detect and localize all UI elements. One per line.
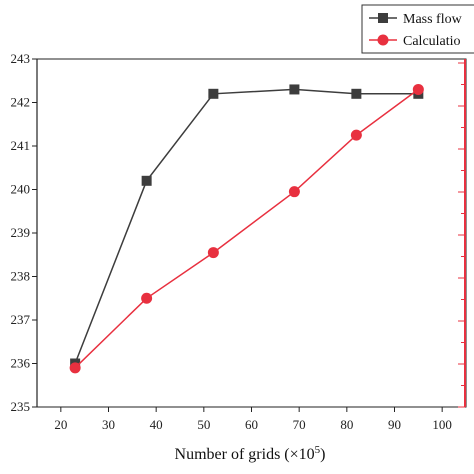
series-layer <box>69 83 424 374</box>
data-point-square <box>141 175 152 186</box>
data-point-square <box>351 88 362 99</box>
legend-marker-circle <box>377 34 389 46</box>
data-point-square <box>208 88 219 99</box>
x-tick-label: 70 <box>293 417 306 432</box>
x-tick-label: 100 <box>432 417 452 432</box>
y-tick-label: 242 <box>11 95 31 110</box>
x-tick-label: 30 <box>102 417 115 432</box>
x-tick-label: 60 <box>245 417 258 432</box>
x-tick-label: 80 <box>340 417 353 432</box>
data-point-square <box>289 84 300 95</box>
data-point-circle <box>207 247 219 259</box>
data-point-circle <box>141 292 153 304</box>
y-tick-label: 237 <box>11 312 31 327</box>
data-point-circle <box>350 129 362 141</box>
data-point-circle <box>412 83 424 95</box>
y-tick-label: 241 <box>11 138 31 153</box>
y-tick-label: 238 <box>11 269 31 284</box>
series-line-1 <box>74 88 419 364</box>
x-tick-label: 20 <box>54 417 67 432</box>
x-tick-label: 50 <box>197 417 210 432</box>
legend-label: Calculatio <box>403 34 461 49</box>
data-point-circle <box>288 186 300 198</box>
legend: Mass flow Calculatio <box>361 4 474 54</box>
x-tick-label: 90 <box>388 417 401 432</box>
plot-frame <box>36 58 467 408</box>
legend-marker-square <box>378 13 388 23</box>
y-tick-label: 243 <box>11 51 31 66</box>
ticks: 20 30 40 50 60 70 80 90 100 235 236 237 238 239 240 241… <box>11 51 465 432</box>
y-tick-label: 236 <box>11 356 31 371</box>
y-tick-label: 239 <box>11 225 31 240</box>
y-tick-label: 240 <box>11 182 31 197</box>
series-line-2 <box>74 88 419 369</box>
data-point-circle <box>69 362 81 374</box>
x-axis-label: Number of grids (×105) <box>175 444 326 463</box>
legend-label: Mass flow <box>403 12 463 27</box>
y-tick-label: 235 <box>11 399 31 414</box>
axes <box>36 58 467 408</box>
x-tick-label: 40 <box>150 417 163 432</box>
